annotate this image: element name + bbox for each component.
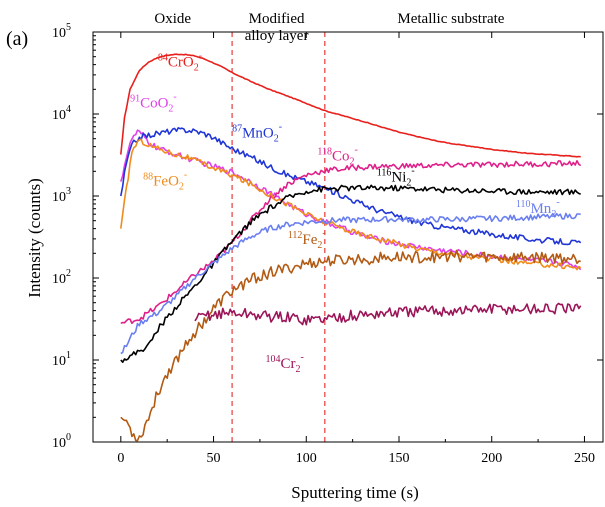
y-tick-exponent: 2 (66, 268, 71, 279)
series-label-fe2-112: 112Fe2- (288, 228, 326, 251)
label-species: Fe (302, 232, 317, 248)
label-charge: - (199, 50, 202, 61)
series-line-co2-118 (120, 160, 582, 325)
label-species: CrO (168, 54, 194, 70)
x-tick-label: 0 (117, 451, 124, 466)
y-tick-exponent: 4 (66, 104, 71, 115)
label-charge: - (300, 352, 303, 363)
label-subscript: 2 (406, 178, 411, 189)
series-label-co2-118: 118Co2- (317, 145, 358, 168)
series-label-cro2-84: 84CrO2- (158, 50, 202, 73)
label-mass: 91 (130, 94, 140, 105)
region-label-3: Metallic substrate (397, 11, 504, 27)
y-tick-exponent: 5 (66, 22, 71, 33)
region-label-2-line-2: alloy layer (245, 28, 309, 44)
y-tick-label: 101 (52, 350, 71, 369)
y-tick-label: 105 (52, 22, 71, 41)
label-subscript: 2 (317, 240, 322, 251)
label-mass: 112 (288, 230, 303, 241)
label-subscript: 2 (168, 104, 173, 115)
label-charge: - (411, 166, 414, 177)
label-species: Ni (391, 170, 406, 186)
series-label-coo2-91: 91CoO2- (130, 92, 177, 115)
x-tick-label: 50 (207, 451, 221, 466)
label-charge: - (173, 92, 176, 103)
series-line-cro2-84 (120, 53, 581, 158)
label-charge: - (322, 228, 325, 239)
region-label-2-line-1: Modified (249, 11, 305, 27)
label-subscript: 2 (350, 157, 355, 168)
label-mass: 88 (143, 171, 153, 182)
label-subscript: 2 (551, 209, 556, 220)
series-line-mno2-87 (120, 127, 582, 246)
y-tick-label: 100 (52, 432, 71, 451)
series-line-mn2-110 (120, 212, 581, 355)
series-label-mn2-110: 110Mn2- (516, 197, 560, 220)
y-tick-label: 103 (52, 186, 71, 205)
label-charge: - (279, 121, 282, 132)
label-charge: - (184, 169, 187, 180)
y-tick-exponent: 0 (66, 432, 71, 443)
label-mass: 118 (317, 147, 332, 158)
y-tick-exponent: 3 (66, 186, 71, 197)
x-tick-label: 250 (574, 451, 595, 466)
label-mass: 87 (232, 123, 242, 134)
region-label-1: Oxide (154, 11, 191, 27)
series-label-ni2-116: 116Ni2- (377, 166, 415, 189)
label-subscript: 2 (179, 181, 184, 192)
series-line-ni2-116 (120, 184, 581, 363)
label-species: Cr (280, 356, 295, 372)
series-line-cr2-104 (194, 302, 582, 326)
label-charge: - (556, 197, 559, 208)
plot-frame (92, 31, 604, 443)
x-tick-label: 100 (296, 451, 317, 466)
series-label-cr2-104: 104Cr2- (265, 352, 303, 375)
x-tick-label: 150 (389, 451, 410, 466)
label-charge: - (355, 145, 358, 156)
x-axis-label: Sputtering time (s) (291, 483, 418, 502)
series-line-fe2-112 (120, 249, 581, 442)
label-subscript: 2 (194, 62, 199, 73)
label-species: Co (332, 149, 350, 165)
y-tick-label: 102 (52, 268, 71, 287)
label-species: FeO (153, 173, 179, 189)
series-layer (120, 53, 582, 442)
label-subscript: 2 (295, 364, 300, 375)
y-axis-label: Intensity (counts) (25, 178, 44, 297)
y-tick-exponent: 1 (66, 350, 71, 361)
series-label-feo2-88: 88FeO2- (143, 169, 187, 192)
label-mass: 84 (158, 52, 168, 63)
series-label-mno2-87: 87MnO2- (232, 121, 282, 144)
label-species: MnO (242, 125, 274, 141)
label-species: Mn (530, 201, 551, 217)
x-tick-label: 200 (481, 451, 502, 466)
panel-label: (a) (6, 28, 28, 50)
label-mass: 110 (516, 199, 531, 210)
label-mass: 116 (377, 168, 392, 179)
label-species: CoO (140, 96, 169, 112)
series-line-feo2-88 (120, 138, 582, 271)
label-subscript: 2 (274, 133, 279, 144)
y-tick-label: 104 (52, 104, 71, 123)
label-mass: 104 (265, 354, 280, 365)
